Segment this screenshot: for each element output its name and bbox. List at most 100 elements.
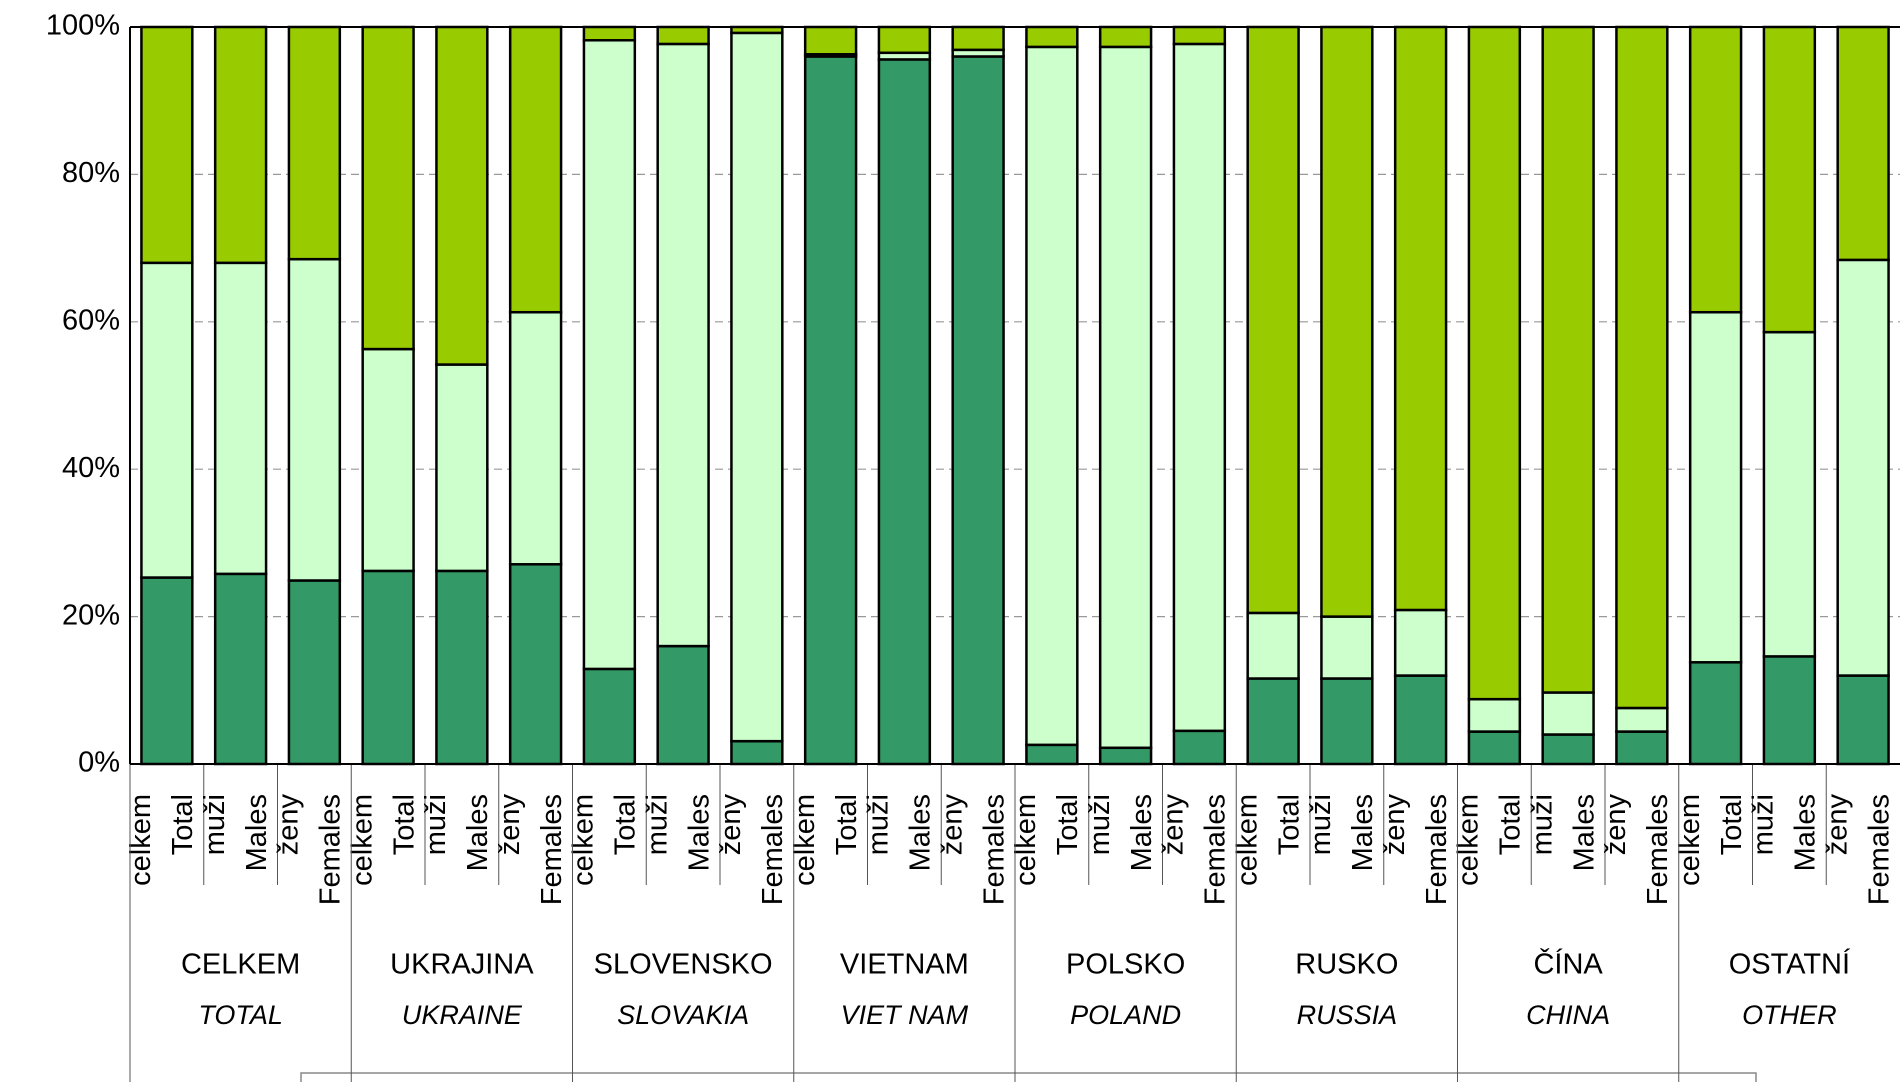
bar-segment	[1098, 45, 1153, 750]
x-tick-label: Total	[167, 794, 199, 855]
bar-segment	[1836, 674, 1890, 766]
group-label: OSTATNÍ	[1729, 948, 1851, 981]
bar-segment	[287, 257, 342, 582]
x-tick-label: celkem	[1674, 794, 1706, 886]
x-tick-label: Males	[241, 794, 273, 871]
bar-segment	[1762, 655, 1817, 766]
group-label-en: CHINA	[1526, 1000, 1610, 1030]
bar-segment	[213, 572, 268, 766]
x-tick-label: ženy	[1600, 794, 1632, 856]
bar-segment	[1541, 691, 1595, 736]
bar-segment	[1615, 730, 1669, 766]
bar-segment	[951, 55, 1005, 766]
y-tick-label: 80%	[62, 157, 120, 189]
bar-segment	[508, 25, 563, 314]
group-label: VIETNAM	[840, 949, 969, 981]
bar-segment	[1615, 706, 1669, 733]
bar-segment	[803, 55, 858, 766]
bar-segment	[435, 569, 489, 766]
x-tick-label: muži	[1305, 794, 1337, 855]
bar-segment	[1393, 608, 1448, 677]
bar-segment	[1467, 697, 1522, 733]
bar-segment	[1467, 25, 1522, 701]
bar-segment	[1762, 25, 1817, 334]
x-tick-label: Males	[462, 794, 494, 871]
bar-segment	[508, 310, 563, 566]
bar-segment	[1541, 733, 1595, 766]
x-tick-label: celkem	[789, 794, 821, 886]
x-tick-label: Females	[1421, 794, 1453, 905]
x-tick-label: muži	[1084, 794, 1116, 855]
x-tick-label: ženy	[273, 794, 305, 856]
x-tick-label: Total	[1273, 794, 1305, 855]
bar-segment	[877, 58, 932, 766]
bar-segment	[287, 579, 342, 766]
bar-segment	[1836, 25, 1890, 262]
bar-segment	[582, 667, 637, 766]
bar-segment	[1688, 310, 1743, 664]
bar-segment	[1246, 677, 1300, 766]
x-tick-label: Males	[1790, 794, 1822, 871]
x-tick-label: muži	[1526, 794, 1558, 855]
x-tick-label: Females	[1200, 794, 1232, 905]
bar-segment	[1320, 25, 1374, 618]
bar-segment	[1762, 330, 1817, 658]
x-tick-label: ženy	[494, 794, 526, 856]
x-tick-label: Females	[978, 794, 1010, 905]
x-tick-label: Males	[1126, 794, 1158, 871]
x-tick-label: celkem	[1453, 794, 1485, 886]
x-tick-label: ženy	[1158, 794, 1190, 856]
x-tick-label: celkem	[346, 794, 378, 886]
y-tick-label: 0%	[78, 747, 120, 779]
group-label: POLSKO	[1066, 949, 1185, 981]
group-label-en: RUSSIA	[1297, 1000, 1398, 1030]
bar-segment	[1688, 661, 1743, 766]
bar-segment	[361, 25, 415, 351]
y-tick-label: 60%	[62, 304, 120, 336]
bar-segment	[435, 363, 489, 573]
group-label-en: VIET NAM	[841, 1000, 969, 1030]
bar-segment	[730, 739, 784, 766]
bar-segment	[1172, 729, 1227, 766]
bar-segment	[1393, 674, 1448, 766]
bar-segment	[1688, 25, 1743, 314]
bar-segment	[877, 25, 932, 55]
bar-segment	[582, 25, 637, 42]
bar-segment	[361, 569, 415, 766]
bar-segment	[1025, 743, 1079, 766]
group-label: UKRAJINA	[390, 949, 534, 981]
bar-segment	[1246, 25, 1300, 615]
bar-segment	[582, 39, 637, 671]
x-tick-label: celkem	[1231, 794, 1263, 886]
bar-segment	[1098, 25, 1153, 49]
group-label-en: SLOVAKIA	[617, 1000, 749, 1030]
x-tick-label: Females	[757, 794, 789, 905]
x-tick-label: celkem	[125, 794, 157, 886]
bar-segment	[656, 25, 710, 46]
bar-segment	[1025, 25, 1079, 49]
x-tick-label: muži	[641, 794, 673, 855]
x-tick-label: Total	[1052, 794, 1084, 855]
group-label-en: UKRAINE	[402, 1000, 523, 1030]
x-tick-label: Females	[1642, 794, 1674, 905]
bar-segment	[951, 25, 1005, 52]
x-tick-label: celkem	[1010, 794, 1042, 886]
x-tick-label: Total	[610, 794, 642, 855]
x-tick-label: ženy	[936, 794, 968, 856]
x-tick-label: muži	[1748, 794, 1780, 855]
group-label: RUSKO	[1295, 949, 1398, 981]
y-tick-label: 100%	[46, 10, 120, 42]
legend-box	[300, 1072, 1757, 1082]
bar-segment	[1172, 42, 1227, 733]
x-tick-label: Females	[1863, 794, 1895, 905]
bar-segment	[140, 576, 194, 766]
bar-segment	[1467, 730, 1522, 766]
bar-segment	[1541, 25, 1595, 694]
x-tick-label: muži	[863, 794, 895, 855]
group-label-en: TOTAL	[198, 1000, 283, 1030]
bar-segment	[730, 31, 784, 743]
bar-segment	[140, 261, 194, 579]
group-label: ČÍNA	[1533, 947, 1603, 981]
